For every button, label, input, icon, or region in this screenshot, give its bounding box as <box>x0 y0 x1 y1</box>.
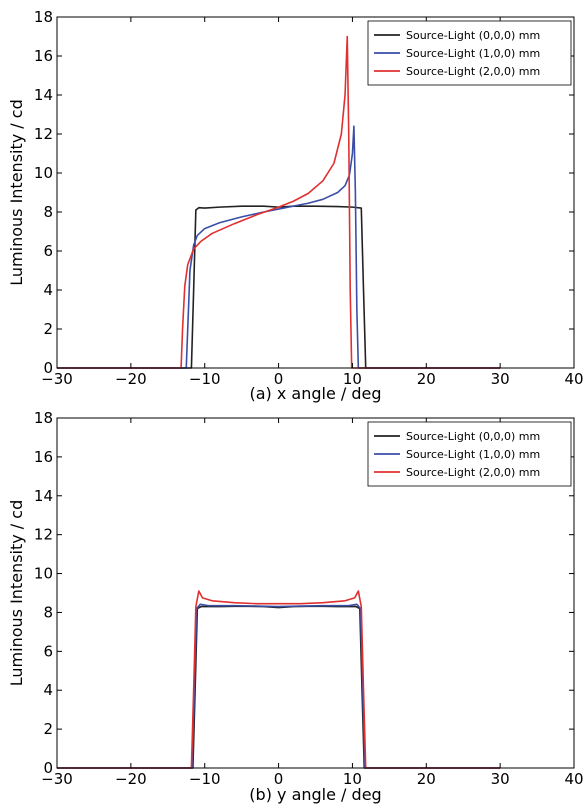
y-tick-label: 8 <box>43 203 53 221</box>
x-tick-label: 0 <box>274 370 284 388</box>
x-axis-label: (a) x angle / deg <box>249 384 381 403</box>
plot-frame <box>56 417 575 769</box>
x-tick-label: 0 <box>274 770 284 788</box>
y-tick-label: 12 <box>34 526 53 544</box>
legend: Source-Light (0,0,0) mm Source-Light (1,0… <box>367 421 572 487</box>
legend-label: Source-Light (0,0,0) mm <box>406 430 540 443</box>
y-tick-label: 10 <box>34 565 53 583</box>
y-axis-label: Luminous Intensity / cd <box>7 99 26 285</box>
x-tick-label: 20 <box>417 370 436 388</box>
y-tick-label: 0 <box>43 759 53 777</box>
y-tick-label: 14 <box>34 86 53 104</box>
chart-panel-1: −30 −20 −10 0 10 20 30 40 0 2 4 6 8 10 12 14 16 18 (a) x a… <box>7 8 584 403</box>
y-tick-label: 0 <box>43 359 53 377</box>
y-tick-label: 4 <box>43 681 53 699</box>
x-tick-label: −30 <box>41 370 73 388</box>
x-tick-label: −20 <box>115 370 147 388</box>
series-line-2 <box>57 603 501 769</box>
y-tick-label: 18 <box>34 8 53 26</box>
y-tick-label: 8 <box>43 603 53 621</box>
legend: Source-Light (0,0,0) mm Source-Light (1,0… <box>367 20 572 86</box>
legend-label: Source-Light (0,0,0) mm <box>406 29 540 42</box>
legend-label: Source-Light (1,0,0) mm <box>406 47 540 60</box>
x-axis-label: (b) y angle / deg <box>249 785 381 804</box>
y-tick-label: 12 <box>34 125 53 143</box>
x-tick-label: −10 <box>189 770 221 788</box>
y-tick-label: 6 <box>43 642 53 660</box>
series-line-1 <box>57 205 501 369</box>
series-line-1 <box>57 605 501 769</box>
series-line-3 <box>57 35 501 369</box>
x-tick-label: 40 <box>564 770 583 788</box>
x-tick-label: −30 <box>41 770 73 788</box>
legend-box <box>367 20 572 86</box>
y-tick-label: 16 <box>34 448 53 466</box>
y-tick-label: 10 <box>34 164 53 182</box>
x-tick-label: 30 <box>491 370 510 388</box>
y-tick-label: 2 <box>43 320 53 338</box>
legend-label: Source-Light (2,0,0) mm <box>406 65 540 78</box>
x-tick-label: −10 <box>189 370 221 388</box>
legend-label: Source-Light (2,0,0) mm <box>406 466 540 479</box>
chart-panel-2: −30 −20 −10 0 10 20 30 40 0 2 4 6 8 10 12 14 16 18 (b) y a… <box>7 409 584 804</box>
y-tick-label: 4 <box>43 281 53 299</box>
x-tick-label: −20 <box>115 770 147 788</box>
series-line-3 <box>57 590 501 769</box>
plot-frame <box>56 16 575 369</box>
y-tick-label: 2 <box>43 720 53 738</box>
y-tick-label: 14 <box>34 487 53 505</box>
legend-label: Source-Light (1,0,0) mm <box>406 448 540 461</box>
x-tick-label: 20 <box>417 770 436 788</box>
x-tick-label: 40 <box>564 370 583 388</box>
y-tick-label: 18 <box>34 409 53 427</box>
y-tick-label: 16 <box>34 47 53 65</box>
x-tick-label: 30 <box>491 770 510 788</box>
series-line-2 <box>57 125 501 369</box>
legend-box <box>367 421 572 487</box>
x-tick-label: 10 <box>343 370 362 388</box>
x-tick-label: 10 <box>343 770 362 788</box>
y-axis-label: Luminous Intensity / cd <box>7 500 26 686</box>
y-tick-label: 6 <box>43 242 53 260</box>
